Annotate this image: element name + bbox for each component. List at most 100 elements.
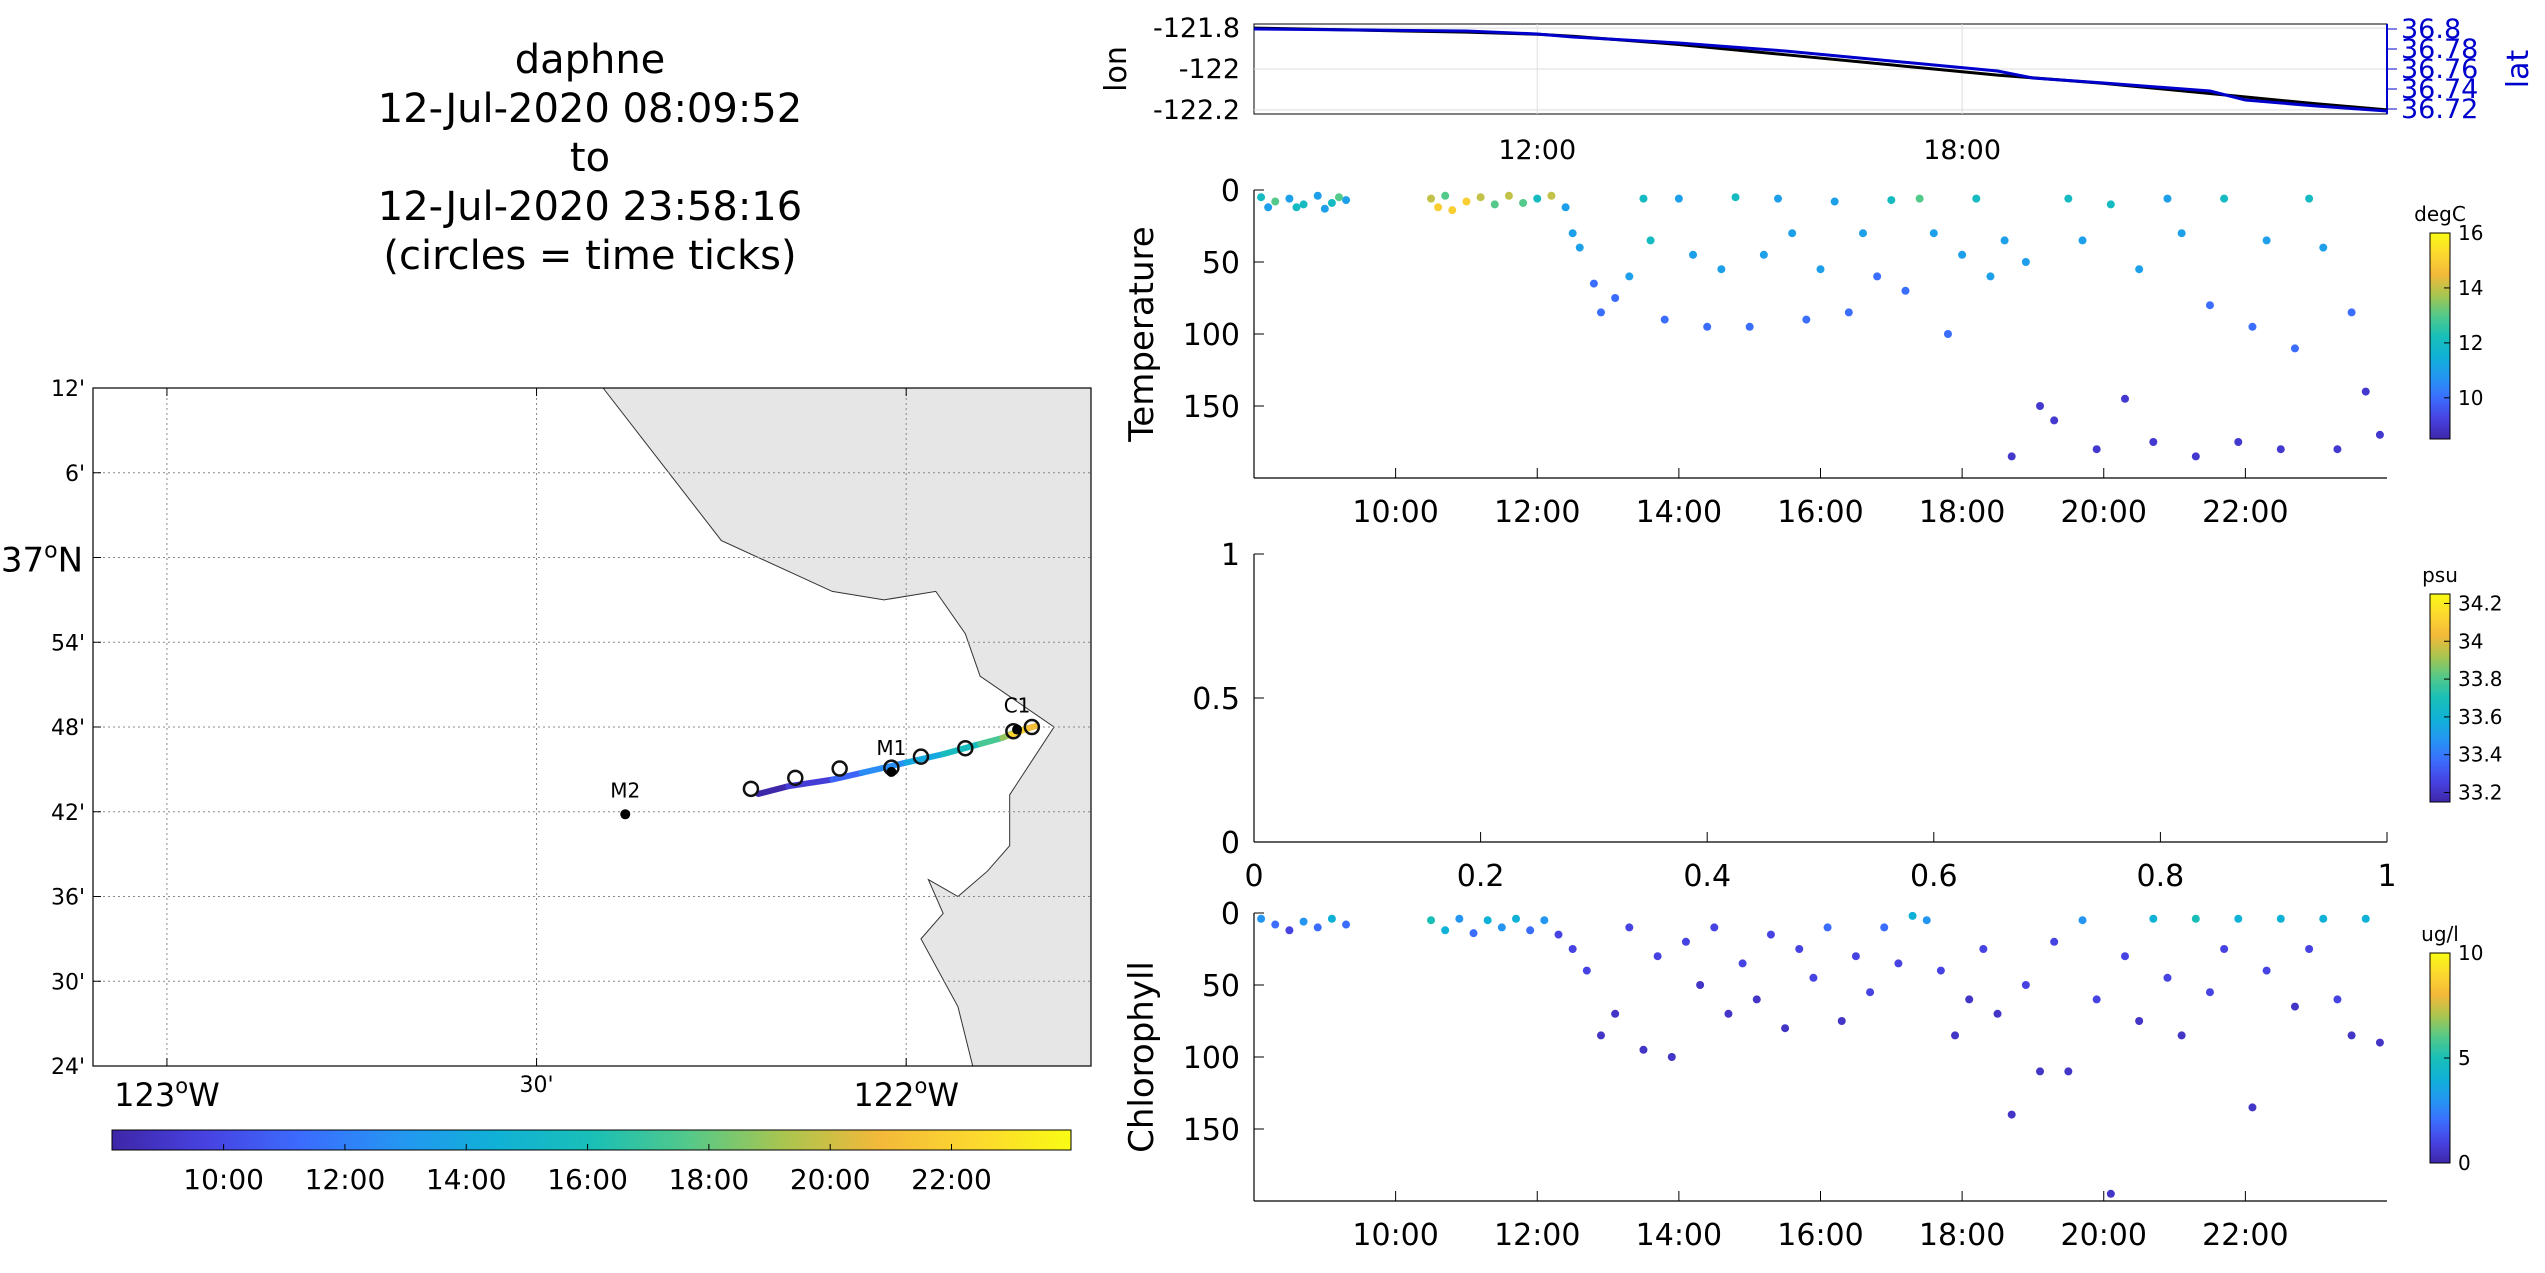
chlorophyll-plot-point xyxy=(2149,914,2158,923)
salinity-plot-y-tick-label: 1 xyxy=(1221,538,1240,573)
chlorophyll-plot-y-tick-label: 100 xyxy=(1183,1041,1240,1076)
temperature-plot-point xyxy=(1816,265,1825,274)
chlorophyll-plot-point xyxy=(1851,952,1860,961)
temperature-plot-colorbar-label: 16 xyxy=(2458,221,2483,245)
salinity-plot-colorbar-unit: psu xyxy=(2422,563,2458,587)
salinity-plot-x-tick-label: 0.2 xyxy=(1457,859,1505,894)
temperature-plot-point xyxy=(2290,344,2299,353)
time-colorbar-label: 18:00 xyxy=(669,1163,750,1196)
temperature-plot-point xyxy=(1611,294,1620,302)
chlorophyll-plot-point xyxy=(2163,973,2172,982)
salinity-plot-x-tick-label: 0.4 xyxy=(1683,859,1731,894)
chlorophyll-plot-point xyxy=(1681,937,1690,946)
chlorophyll-plot-point xyxy=(1781,1024,1790,1033)
temperature-plot-x-tick-label: 16:00 xyxy=(1777,495,1863,530)
chlorophyll-plot-point xyxy=(1257,914,1266,923)
chlorophyll-plot-x-tick-label: 18:00 xyxy=(1919,1218,2005,1253)
temperature-plot-x-tick-label: 22:00 xyxy=(2202,495,2288,530)
map-lat-label: 30' xyxy=(51,970,85,995)
chlorophyll-plot-point xyxy=(1766,930,1775,939)
temperature-plot-point xyxy=(2347,308,2356,317)
chlorophyll-plot-point xyxy=(2120,952,2129,961)
chlorophyll-plot-point xyxy=(2205,988,2214,997)
map-lat-label: 36' xyxy=(51,886,85,911)
temperature-plot-point xyxy=(1887,196,1896,205)
chlorophyll-plot-y-tick-label: 0 xyxy=(1221,897,1240,932)
station-marker xyxy=(620,809,631,820)
temperature-plot-point xyxy=(1915,194,1924,203)
temperature-plot-x-tick-label: 20:00 xyxy=(2061,495,2147,530)
temperature-plot-point xyxy=(1547,191,1556,200)
temperature-plot-point xyxy=(2021,258,2030,266)
chlorophyll-plot-point xyxy=(2050,937,2059,946)
time-tick-circle xyxy=(957,739,974,757)
map-lat-label: 37oN xyxy=(1,539,83,581)
temperature-plot-point xyxy=(1731,193,1740,202)
chlorophyll-plot-point xyxy=(1880,923,1889,932)
chlorophyll-plot-point xyxy=(1540,916,1549,925)
chlorophyll-plot-point xyxy=(1526,926,1535,935)
chlorophyll-plot-point xyxy=(1710,923,1719,932)
chlorophyll-plot-y-tick-label: 50 xyxy=(1202,969,1240,1004)
temperature-plot-point xyxy=(2149,438,2158,446)
temperature-plot-point xyxy=(1292,203,1301,212)
temperature-plot-point xyxy=(2064,194,2073,203)
chlorophyll-plot-point xyxy=(1951,1031,1960,1040)
temperature-plot-x-tick-label: 14:00 xyxy=(1636,495,1722,530)
map-lon-label: 123oW xyxy=(114,1074,220,1114)
temperature-plot-point xyxy=(1257,193,1266,202)
temperature-plot-colorbar-label: 10 xyxy=(2458,386,2483,410)
temperature-plot-point xyxy=(1717,265,1726,274)
chlorophyll-plot-point xyxy=(1327,914,1336,923)
map-lat-label: 12' xyxy=(51,377,85,402)
chlorophyll-plot-point xyxy=(2106,1189,2115,1198)
chlorophyll-plot-point xyxy=(1483,916,1492,925)
chlorophyll-plot-point xyxy=(2078,916,2087,925)
temperature-plot-y-tick-label: 0 xyxy=(1221,174,1240,209)
chlorophyll-plot-point xyxy=(2064,1067,2073,1076)
chlorophyll-plot-point xyxy=(1497,923,1506,932)
temperature-plot-point xyxy=(1660,315,1669,324)
temperature-plot-point xyxy=(2333,445,2342,454)
chlorophyll-plot-point xyxy=(1568,945,1577,953)
chlorophyll-plot-point xyxy=(1596,1031,1605,1040)
temperature-plot-point xyxy=(1972,194,1981,203)
station-marker xyxy=(886,766,897,777)
salinity-plot-colorbar-label: 33.6 xyxy=(2458,705,2503,729)
map-lon-label: 30' xyxy=(520,1073,554,1098)
temperature-plot-point xyxy=(2163,194,2172,203)
chlorophyll-plot-point xyxy=(1979,945,1988,953)
track-segment xyxy=(755,783,791,797)
temperature-plot-point xyxy=(1334,193,1343,202)
temperature-plot-point xyxy=(1462,197,1471,206)
temperature-plot-colorbar-label: 14 xyxy=(2458,276,2483,300)
position-y2-tick-label: 36.78 xyxy=(2401,34,2478,65)
chlorophyll-plot-x-tick-label: 22:00 xyxy=(2202,1218,2288,1253)
temperature-plot-point xyxy=(1802,315,1811,324)
temperature-plot-point xyxy=(1759,250,1768,259)
track-segment xyxy=(903,751,947,766)
chlorophyll-plot-point xyxy=(1441,926,1450,935)
chlorophyll-plot-point xyxy=(2234,914,2243,923)
chlorophyll-plot-point xyxy=(2135,1017,2144,1025)
temperature-plot-point xyxy=(1441,191,1450,200)
temperature-plot-point xyxy=(2220,194,2229,203)
temperature-plot-point xyxy=(2078,236,2087,245)
time-tick-circle xyxy=(787,769,804,787)
temperature-plot-point xyxy=(1830,197,1839,206)
temperature-plot-point xyxy=(1774,194,1783,203)
position-y2-label: lat xyxy=(2501,50,2536,89)
temperature-plot-point xyxy=(1561,203,1570,212)
map-lat-label: 54' xyxy=(51,631,85,656)
map-lat-label: 6' xyxy=(65,462,85,487)
temperature-plot-y-tick-label: 50 xyxy=(1202,246,1240,281)
chlorophyll-plot-point xyxy=(1554,930,1563,939)
time-tick-circle xyxy=(912,748,930,765)
chlorophyll-plot-point xyxy=(2036,1067,2045,1076)
temperature-plot-point xyxy=(2375,430,2384,439)
temperature-plot-point xyxy=(1575,243,1584,252)
temperature-plot-point xyxy=(1788,229,1797,238)
temperature-plot-point xyxy=(1674,194,1683,203)
chlorophyll-plot-point xyxy=(1993,1009,2002,1018)
temperature-plot-colorbar xyxy=(2429,232,2451,440)
